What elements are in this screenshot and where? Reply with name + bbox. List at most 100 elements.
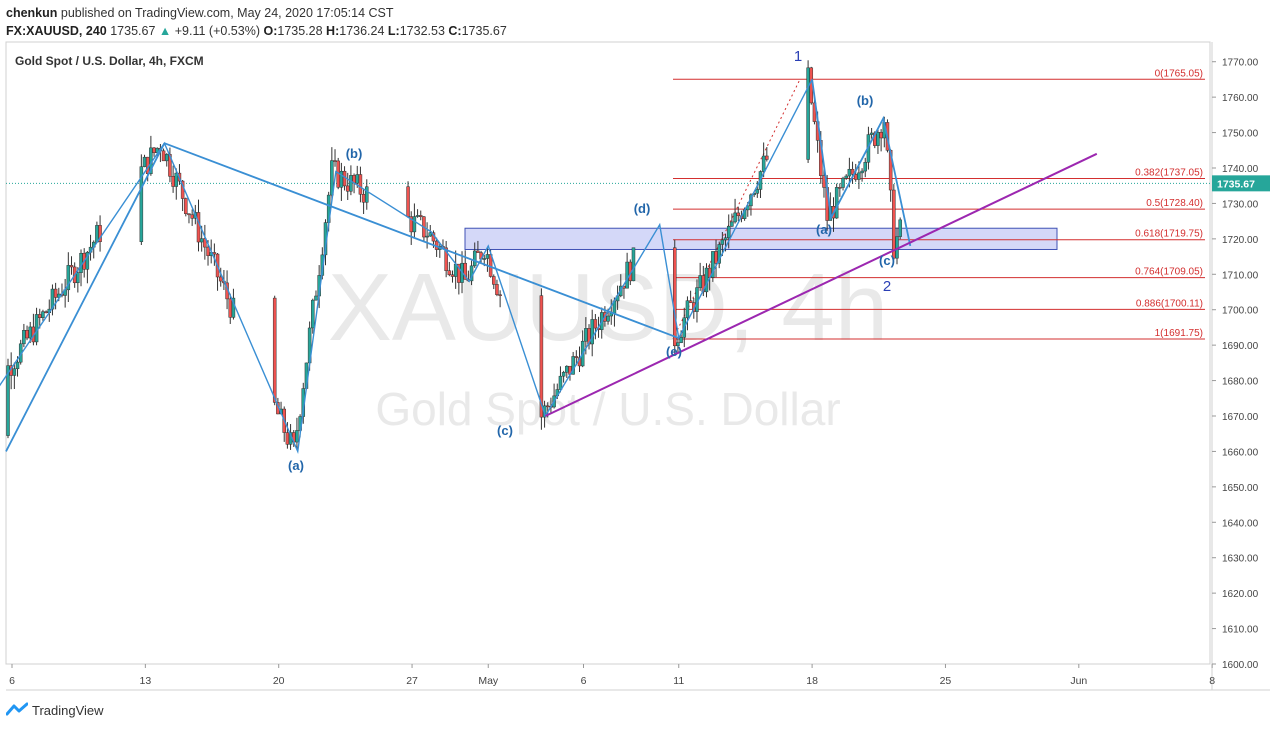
- candle-body: [330, 160, 334, 196]
- candle-body: [44, 311, 48, 313]
- candle-body: [76, 272, 80, 284]
- candle-body: [203, 238, 207, 248]
- high-label: H:: [326, 24, 340, 38]
- y-tick-label: 1660.00: [1222, 447, 1259, 458]
- candle-body: [361, 194, 366, 203]
- candle-body: [12, 368, 17, 376]
- wave-label: (a): [816, 222, 832, 237]
- candle-body: [565, 365, 569, 373]
- candle-body: [79, 252, 83, 273]
- candle-body: [571, 356, 575, 375]
- last-price-tag-label: 1735.67: [1217, 178, 1255, 190]
- candle-body: [187, 213, 191, 216]
- candle-body: [358, 174, 363, 195]
- candle-body: [498, 294, 502, 296]
- candle-body: [349, 175, 353, 192]
- candle-body: [212, 252, 217, 255]
- x-tick-label: May: [478, 675, 499, 687]
- watermark-name: Gold Spot / U.S. Dollar: [375, 383, 840, 435]
- candle-body: [444, 247, 448, 271]
- open-value: 1735.28: [277, 24, 323, 38]
- candle-body: [853, 174, 858, 180]
- candle-body: [69, 265, 74, 268]
- candle-body: [863, 161, 867, 172]
- candle-body: [736, 212, 740, 217]
- y-tick-label: 1700.00: [1222, 306, 1259, 317]
- chart-title: Gold Spot / U.S. Dollar, 4h, FXCM: [15, 54, 204, 68]
- candle-body: [723, 237, 728, 241]
- symbol-label: FX:XAUUSD, 240: [6, 24, 107, 38]
- y-tick-label: 1690.00: [1222, 341, 1259, 352]
- candle-body: [546, 405, 550, 408]
- author-name[interactable]: chenkun: [6, 6, 58, 20]
- footer: TradingView: [6, 702, 104, 718]
- candle-body: [838, 187, 842, 189]
- last-price: 1735.67: [110, 24, 156, 38]
- watermark-symbol: XAUUSD, 4h: [328, 254, 888, 361]
- fib-level-label: 0.886(1700.11): [1136, 298, 1203, 309]
- publish-line: chenkun published on TradingView.com, Ma…: [6, 4, 507, 22]
- y-tick-label: 1730.00: [1222, 199, 1259, 210]
- candle-body: [196, 212, 201, 243]
- candle-body: [539, 295, 544, 418]
- x-tick-label: 8: [1209, 675, 1215, 687]
- candle-body: [673, 247, 677, 347]
- candle-body: [850, 168, 855, 175]
- candle-body: [450, 274, 455, 277]
- candle-body: [174, 172, 179, 187]
- y-tick-label: 1650.00: [1222, 483, 1259, 494]
- candle-body: [593, 319, 598, 329]
- candle-body: [847, 168, 852, 177]
- wave-label: (c): [497, 423, 513, 438]
- candle-body: [161, 150, 166, 162]
- x-tick-label: 25: [940, 675, 952, 687]
- candle-body: [34, 314, 39, 343]
- candle-body: [606, 315, 610, 322]
- fib-level-label: 0.382(1737.05): [1135, 167, 1203, 178]
- y-tick-label: 1630.00: [1222, 554, 1259, 565]
- up-arrow-icon: ▲: [158, 24, 172, 38]
- y-tick-label: 1680.00: [1222, 377, 1259, 388]
- candle-body: [879, 132, 883, 139]
- candle-body: [50, 288, 55, 310]
- x-tick-label: 6: [9, 675, 15, 687]
- x-tick-label: 6: [581, 675, 587, 687]
- candle-body: [711, 251, 715, 278]
- y-tick-label: 1740.00: [1222, 164, 1259, 175]
- candle-body: [482, 258, 486, 260]
- brand-label[interactable]: TradingView: [32, 702, 104, 718]
- candle-body: [685, 300, 690, 319]
- resistance-zone: [464, 227, 1058, 250]
- fib-level-label: 0.618(1719.75): [1135, 229, 1203, 240]
- x-tick-label: Jun: [1070, 675, 1087, 687]
- candle-body: [447, 270, 452, 276]
- candle-body: [898, 219, 902, 237]
- candle-body: [761, 155, 766, 172]
- candle-body: [841, 177, 845, 188]
- candle-body: [857, 172, 861, 180]
- tradingview-logo-icon: [6, 702, 28, 716]
- candle-body: [892, 189, 896, 259]
- fib-level-label: 0(1765.05): [1155, 68, 1203, 79]
- candle-body: [228, 298, 232, 318]
- wave-line-abcde: [0, 79, 813, 455]
- plot-area: [5, 41, 1211, 665]
- fib-level-label: 0.764(1709.05): [1135, 267, 1203, 278]
- trendline: [544, 152, 1098, 417]
- candle-body: [285, 432, 290, 445]
- fib-level-label: 1(1691.75): [1155, 328, 1203, 339]
- candle-body: [679, 337, 683, 343]
- y-tick-label: 1670.00: [1222, 412, 1259, 423]
- x-tick-label: 27: [406, 675, 418, 687]
- candle-body: [844, 175, 848, 179]
- candle-body: [590, 319, 594, 345]
- candle-body: [869, 132, 874, 135]
- candle-body: [314, 295, 318, 301]
- candle-body: [66, 265, 71, 291]
- candle-body: [199, 238, 204, 243]
- wave-label: 2: [883, 278, 891, 295]
- candle-body: [139, 166, 144, 242]
- candle-body: [184, 198, 188, 214]
- candle-body: [860, 170, 864, 174]
